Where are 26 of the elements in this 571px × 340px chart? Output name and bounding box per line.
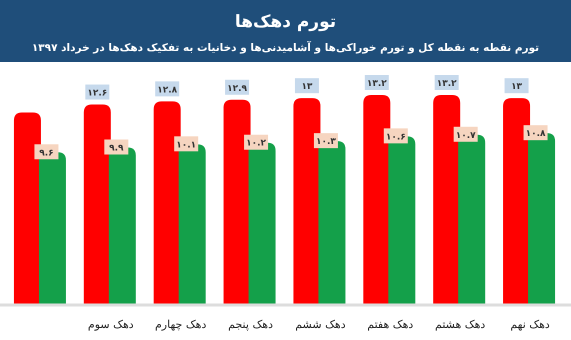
bar	[84, 104, 111, 305]
data-label: ۹.۶	[39, 148, 54, 158]
chart-subtitle: تورم نقطه به نقطه کل و تورم خوراکی‌ها و آشامیدنی‌ها و دخانیات به تفکیک دهک‌ها در خرداد ۱۳۹۷	[32, 40, 540, 54]
x-tick-label: دهک نهم	[510, 318, 550, 331]
bar	[14, 112, 41, 305]
x-tick-label: دهک ششم	[295, 318, 346, 331]
data-label: ۱۳.۲	[366, 79, 388, 89]
data-label: ۱۳.۲	[436, 79, 458, 89]
data-label: ۱۳	[301, 82, 313, 92]
data-label: ۱۲.۹	[227, 84, 248, 94]
data-label: ۱۰.۳	[316, 137, 336, 148]
x-tick-label: دهک سوم	[88, 318, 134, 331]
data-label: ۹.۹	[109, 144, 124, 154]
x-tick-label: دهک هفتم	[367, 318, 414, 331]
data-label: ۱۰.۱	[176, 140, 196, 150]
x-tick-label: دهک پنجم	[228, 318, 274, 331]
chart-title: تورم دهک‌ها	[234, 12, 336, 32]
data-label: ۱۰.۷	[456, 130, 476, 141]
data-label: ۱۳	[511, 82, 523, 92]
data-label: ۱۰.۲	[246, 138, 267, 149]
data-label: ۱۰.۶	[386, 132, 406, 142]
x-tick-label: دهک هشتم	[435, 318, 486, 331]
data-label: ۱۲.۶	[87, 88, 108, 99]
x-tick-label: دهک چهارم	[154, 318, 206, 331]
data-label: ۱۲.۸	[157, 85, 178, 96]
data-label: ۱۰.۸	[526, 129, 546, 140]
